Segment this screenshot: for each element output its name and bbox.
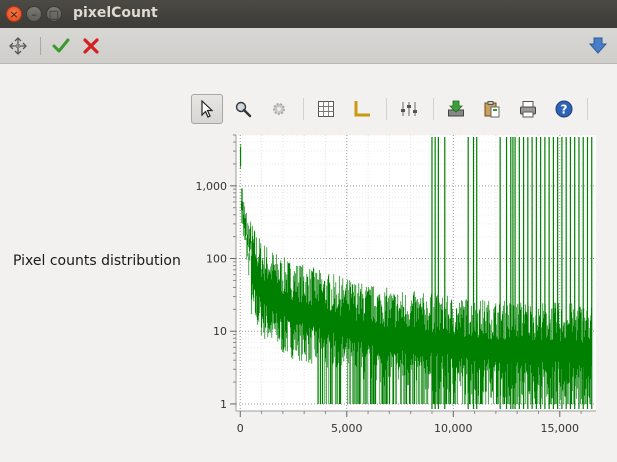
clipboard-icon [484, 101, 500, 118]
svg-text:?: ? [561, 103, 568, 117]
plot-toolbar: ? [190, 92, 590, 126]
settings-button[interactable] [263, 94, 295, 124]
print-icon [520, 101, 536, 118]
plot-toolbar-separator [386, 98, 387, 120]
maximize-window-button[interactable]: □ [46, 6, 62, 22]
axes-button[interactable] [346, 94, 378, 124]
gear-icon [273, 103, 285, 115]
panel-label: Pixel counts distribution [13, 253, 181, 269]
zoom-icon [235, 101, 252, 118]
pointer-icon [201, 100, 214, 118]
zoom-button[interactable] [227, 94, 259, 124]
y-tick-label: 100 [206, 253, 227, 266]
y-tick-label: 10 [213, 325, 227, 338]
plot-ticks: 0 5,000 10,000 15,000 1 10 100 1,000 [196, 134, 582, 435]
clipboard-button[interactable] [476, 94, 508, 124]
red-x-icon[interactable] [81, 36, 101, 56]
pointer-button[interactable] [191, 94, 223, 124]
blue-down-arrow-icon[interactable] [588, 36, 608, 56]
checkmark-icon[interactable] [51, 36, 71, 56]
plot-toolbar-separator [587, 98, 588, 120]
plot-axes [235, 135, 596, 412]
sliders-icon [401, 102, 417, 116]
move-arrows-icon[interactable] [8, 36, 28, 56]
plot-toolbar-separator [433, 98, 434, 120]
x-tick-label: 5,000 [331, 422, 363, 435]
plot-bars [239, 137, 593, 409]
print-button[interactable] [512, 94, 544, 124]
grid-icon [318, 101, 334, 117]
x-tick-label: 0 [237, 422, 244, 435]
toolbar-separator [40, 37, 41, 55]
window-title: pixelCount [73, 5, 158, 21]
grid-button[interactable] [310, 94, 342, 124]
title-bar: × – □ pixelCount [0, 0, 617, 28]
main-toolbar [0, 28, 617, 64]
x-tick-label: 10,000 [434, 422, 473, 435]
y-tick-label: 1 [220, 398, 227, 411]
sliders-button[interactable] [393, 94, 425, 124]
plot-toolbar-separator [303, 98, 304, 120]
x-tick-label: 15,000 [541, 422, 580, 435]
help-button[interactable]: ? [548, 94, 580, 124]
close-window-button[interactable]: × [6, 6, 22, 22]
save-icon [448, 100, 464, 117]
axes-icon [354, 101, 370, 117]
save-button[interactable] [440, 94, 472, 124]
minimize-window-button[interactable]: – [26, 6, 42, 22]
y-tick-label: 1,000 [196, 180, 228, 193]
help-icon: ? [555, 100, 573, 118]
